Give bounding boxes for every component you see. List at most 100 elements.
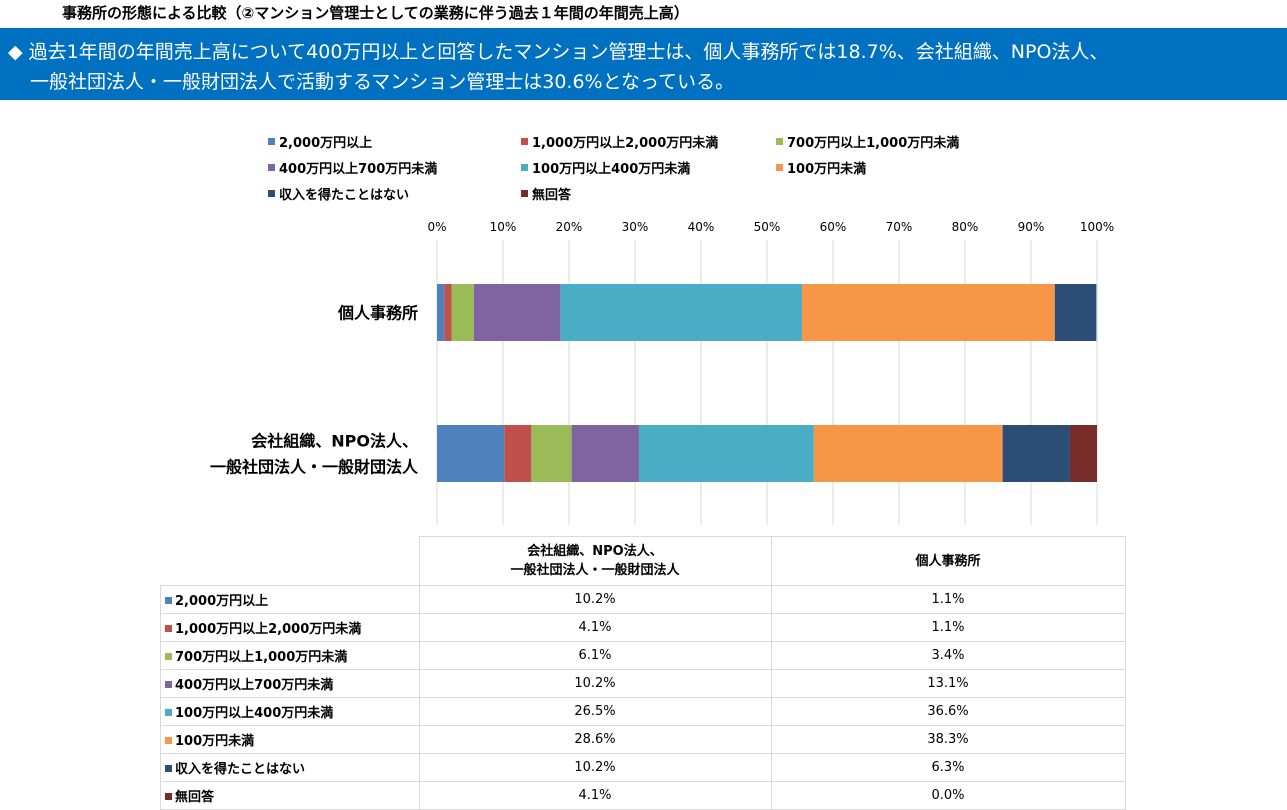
table-row-label-text: 収入を得たことはない: [175, 762, 306, 777]
legend-swatch: [268, 138, 275, 145]
table-cell-company: 4.1%: [418, 781, 772, 810]
x-tick-label: 70%: [886, 220, 913, 234]
x-tick-label: 80%: [952, 220, 979, 234]
legend-swatch: [521, 164, 528, 171]
chart-gridlines: [436, 240, 1098, 525]
legend-key-swatch: [165, 765, 172, 772]
table-row: 100万円未満 28.6% 38.3%: [160, 725, 1126, 754]
summary-line-2: 一般社団法人・一般財団法人で活動するマンション管理士は30.6%となっている。: [30, 71, 735, 93]
table-row-label: 400万円以上700万円未満: [160, 669, 420, 698]
bar-segment: [813, 425, 1003, 482]
bar-segment: [451, 284, 474, 341]
legend-key-swatch: [165, 597, 172, 604]
data-table: 会社組織、NPO法人、 一般社団法人・一般財団法人 個人事務所 2,000万円以…: [160, 536, 1126, 810]
x-tick-label: 100%: [1080, 220, 1114, 234]
legend-label: 700万円以上1,000万円未満: [787, 135, 959, 151]
table-cell-company: 6.1%: [418, 641, 772, 670]
legend-swatch: [776, 138, 783, 145]
category-label: 一般社団法人・一般財団法人: [210, 458, 419, 477]
table-row: 1,000万円以上2,000万円未満 4.1% 1.1%: [160, 613, 1126, 642]
table-header-row: 会社組織、NPO法人、 一般社団法人・一般財団法人 個人事務所: [160, 536, 1126, 586]
table-cell-individual: 1.1%: [770, 585, 1126, 614]
table-cell-company: 10.2%: [418, 585, 772, 614]
legend-label: 無回答: [532, 187, 572, 203]
x-tick-label: 10%: [490, 220, 517, 234]
table-row: 無回答 4.1% 0.0%: [160, 781, 1126, 810]
table-cell-individual: 0.0%: [770, 781, 1126, 810]
table-cell-individual: 6.3%: [770, 753, 1126, 782]
table-row: 2,000万円以上 10.2% 1.1%: [160, 585, 1126, 614]
bar-segment: [437, 425, 505, 482]
table-cell-individual: 13.1%: [770, 669, 1126, 698]
table-cell-company: 10.2%: [418, 669, 772, 698]
table-cell-individual: 38.3%: [770, 725, 1126, 754]
bar-segment: [1002, 425, 1070, 482]
x-tick-label: 90%: [1018, 220, 1045, 234]
table-row: 400万円以上700万円未満 10.2% 13.1%: [160, 669, 1126, 698]
table-row-label-text: 無回答: [175, 790, 215, 805]
x-tick-label: 0%: [427, 220, 446, 234]
bar-segment: [437, 284, 445, 341]
table-row-label-text: 100万円未満: [175, 734, 255, 749]
legend-swatch: [521, 190, 528, 197]
table-row-label-text: 2,000万円以上: [175, 594, 269, 609]
legend-swatch: [776, 164, 783, 171]
chart-legend: 2,000万円以上 1,000万円以上2,000万円未満 700万円以上1,000万…: [268, 135, 959, 203]
legend-swatch: [268, 190, 275, 197]
table-row-label-text: 400万円以上700万円未満: [175, 678, 334, 693]
bar-segment: [571, 425, 639, 482]
bar-segment: [1069, 425, 1097, 482]
table-cell-individual: 36.6%: [770, 697, 1126, 726]
bar-segment: [1054, 284, 1097, 341]
summary-banner: ◆ 過去1年間の年間売上高について400万円以上と回答したマンション管理士は、個…: [0, 28, 1287, 100]
page-title: 事務所の形態による比較（②マンション管理士としての業務に伴う過去１年間の年間売上…: [62, 4, 689, 22]
legend-label: 1,000万円以上2,000万円未満: [532, 135, 718, 151]
table-cell-company: 10.2%: [418, 753, 772, 782]
bar-segment: [473, 284, 561, 341]
legend-label: 100万円未満: [787, 161, 866, 177]
category-label: 個人事務所: [337, 304, 418, 323]
table-header-individual: 個人事務所: [770, 536, 1126, 586]
x-tick-label: 50%: [754, 220, 781, 234]
table-cell-company: 4.1%: [418, 613, 772, 642]
legend-key-swatch: [165, 653, 172, 660]
bar-segment: [801, 284, 1055, 341]
summary-line-1: ◆ 過去1年間の年間売上高について400万円以上と回答したマンション管理士は、個…: [8, 41, 1109, 63]
table-row: 収入を得たことはない 10.2% 6.3%: [160, 753, 1126, 782]
chart-bars: [437, 284, 1097, 482]
legend-key-swatch: [165, 625, 172, 632]
table-row-label: 100万円未満: [160, 725, 420, 754]
table-cell-company: 28.6%: [418, 725, 772, 754]
legend-key-swatch: [165, 681, 172, 688]
table-body: 2,000万円以上 10.2% 1.1% 1,000万円以上2,000万円未満 4.1%…: [160, 585, 1126, 810]
table-row-label: 700万円以上1,000万円未満: [160, 641, 420, 670]
x-tick-label: 20%: [556, 220, 583, 234]
legend-swatch: [521, 138, 528, 145]
x-axis-ticks: 0% 10% 20% 30% 40% 50% 60% 70% 80% 90% 100%: [427, 220, 1114, 234]
table-row: 100万円以上400万円未満 26.5% 36.6%: [160, 697, 1126, 726]
bar-segment: [504, 425, 532, 482]
bar-segment: [638, 425, 814, 482]
table-row-label-text: 700万円以上1,000万円未満: [175, 650, 348, 665]
legend-key-swatch: [165, 793, 172, 800]
table-cell-individual: 1.1%: [770, 613, 1126, 642]
stacked-bar-chart: 2,000万円以上 1,000万円以上2,000万円未満 700万円以上1,000万…: [210, 135, 1114, 525]
legend-swatch: [268, 164, 275, 171]
table-row-label: 1,000万円以上2,000万円未満: [160, 613, 420, 642]
category-label: 会社組織、NPO法人、: [251, 432, 418, 451]
bar-segment: [444, 284, 452, 341]
table-row: 700万円以上1,000万円未満 6.1% 3.4%: [160, 641, 1126, 670]
x-tick-label: 60%: [820, 220, 847, 234]
bar-segment: [531, 425, 572, 482]
table-row-label: 2,000万円以上: [160, 585, 420, 614]
table-row-label-text: 100万円以上400万円未満: [175, 706, 334, 721]
table-row-label-text: 1,000万円以上2,000万円未満: [175, 622, 362, 637]
legend-label: 400万円以上700万円未満: [279, 161, 437, 177]
table-corner-cell: [160, 536, 420, 586]
legend-key-swatch: [165, 737, 172, 744]
table-header-company: 会社組織、NPO法人、 一般社団法人・一般財団法人: [418, 536, 772, 586]
table-cell-company: 26.5%: [418, 697, 772, 726]
legend-label: 2,000万円以上: [279, 136, 372, 151]
table-cell-individual: 3.4%: [770, 641, 1126, 670]
